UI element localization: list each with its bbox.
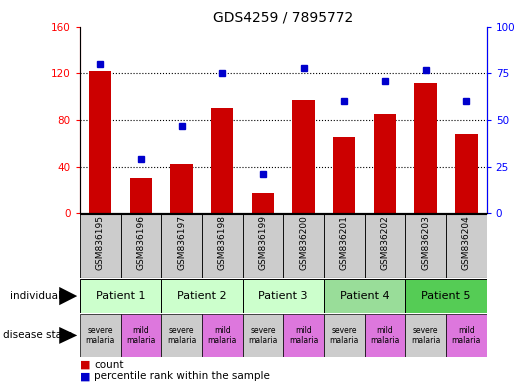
Text: GSM836203: GSM836203 bbox=[421, 215, 430, 270]
Text: GSM836198: GSM836198 bbox=[218, 215, 227, 270]
Bar bbox=[121, 214, 161, 278]
Bar bbox=[446, 214, 487, 278]
Bar bbox=[130, 178, 152, 213]
Bar bbox=[446, 314, 487, 357]
Text: disease state: disease state bbox=[3, 330, 72, 341]
Bar bbox=[333, 137, 355, 213]
Text: GSM836197: GSM836197 bbox=[177, 215, 186, 270]
Text: mild
malaria: mild malaria bbox=[289, 326, 318, 345]
Bar bbox=[365, 214, 405, 278]
Text: mild
malaria: mild malaria bbox=[208, 326, 237, 345]
Bar bbox=[121, 314, 161, 357]
Text: severe
malaria: severe malaria bbox=[411, 326, 440, 345]
Polygon shape bbox=[59, 327, 77, 344]
Text: GSM836204: GSM836204 bbox=[462, 215, 471, 270]
Text: Patient 3: Patient 3 bbox=[259, 291, 308, 301]
Bar bbox=[161, 214, 202, 278]
Text: GSM836200: GSM836200 bbox=[299, 215, 308, 270]
Bar bbox=[80, 279, 161, 313]
Text: count: count bbox=[94, 360, 124, 370]
Text: GSM836199: GSM836199 bbox=[259, 215, 267, 270]
Text: Patient 2: Patient 2 bbox=[177, 291, 227, 301]
Text: Patient 4: Patient 4 bbox=[340, 291, 389, 301]
Bar bbox=[374, 114, 396, 213]
Bar bbox=[293, 100, 315, 213]
Bar bbox=[405, 314, 446, 357]
Text: ■: ■ bbox=[80, 360, 90, 370]
Bar bbox=[405, 214, 446, 278]
Bar bbox=[243, 279, 324, 313]
Text: ■: ■ bbox=[80, 371, 90, 381]
Text: GSM836195: GSM836195 bbox=[96, 215, 105, 270]
Text: Patient 1: Patient 1 bbox=[96, 291, 145, 301]
Text: mild
malaria: mild malaria bbox=[126, 326, 156, 345]
Text: severe
malaria: severe malaria bbox=[248, 326, 278, 345]
Text: mild
malaria: mild malaria bbox=[452, 326, 481, 345]
Bar bbox=[243, 214, 283, 278]
Text: severe
malaria: severe malaria bbox=[167, 326, 196, 345]
Bar bbox=[283, 314, 324, 357]
Bar bbox=[365, 314, 405, 357]
Bar bbox=[202, 314, 243, 357]
Bar bbox=[283, 214, 324, 278]
Bar bbox=[161, 279, 243, 313]
Bar bbox=[324, 314, 365, 357]
Bar bbox=[89, 71, 111, 213]
Text: severe
malaria: severe malaria bbox=[330, 326, 359, 345]
Text: Patient 5: Patient 5 bbox=[421, 291, 471, 301]
Bar bbox=[211, 108, 233, 213]
Bar bbox=[405, 279, 487, 313]
Bar bbox=[243, 314, 283, 357]
Bar bbox=[415, 83, 437, 213]
Text: mild
malaria: mild malaria bbox=[370, 326, 400, 345]
Bar bbox=[252, 193, 274, 213]
Text: GSM836202: GSM836202 bbox=[381, 215, 389, 270]
Text: GSM836201: GSM836201 bbox=[340, 215, 349, 270]
Bar bbox=[80, 314, 121, 357]
Bar bbox=[202, 214, 243, 278]
Bar bbox=[455, 134, 477, 213]
Text: GSM836196: GSM836196 bbox=[136, 215, 145, 270]
Bar bbox=[324, 214, 365, 278]
Polygon shape bbox=[59, 287, 77, 305]
Bar bbox=[161, 314, 202, 357]
Bar bbox=[170, 164, 193, 213]
Title: GDS4259 / 7895772: GDS4259 / 7895772 bbox=[213, 10, 353, 24]
Text: percentile rank within the sample: percentile rank within the sample bbox=[94, 371, 270, 381]
Bar bbox=[324, 279, 405, 313]
Text: severe
malaria: severe malaria bbox=[85, 326, 115, 345]
Bar bbox=[80, 214, 121, 278]
Text: individual: individual bbox=[10, 291, 61, 301]
